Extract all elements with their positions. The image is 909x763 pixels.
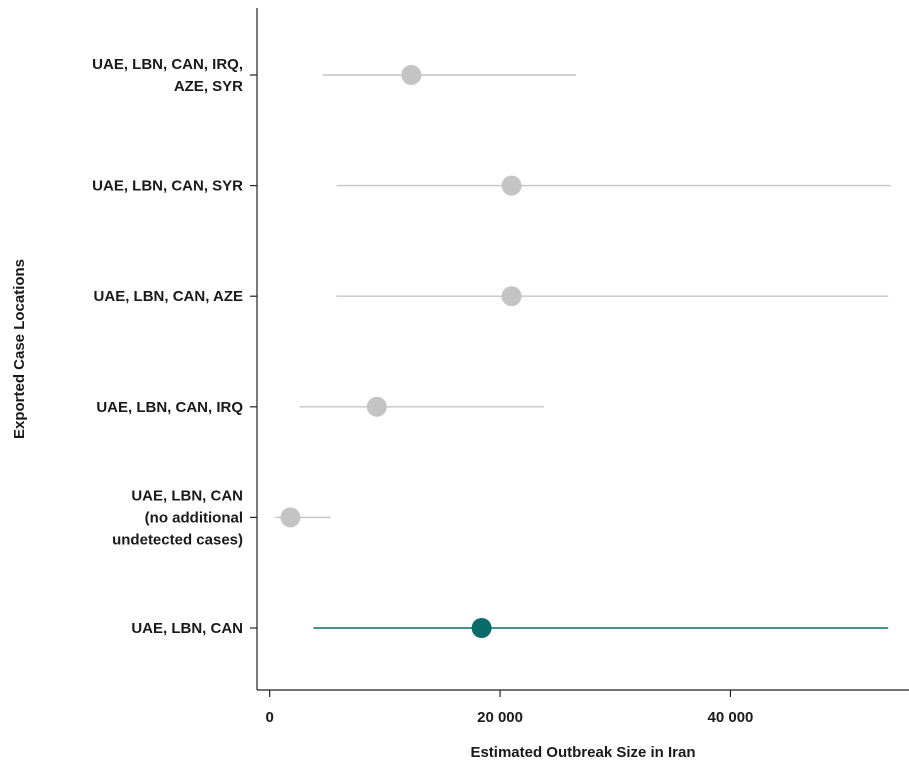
- point-estimate-highlight: [471, 618, 492, 638]
- point-estimate: [501, 175, 522, 196]
- point-estimate: [366, 396, 387, 417]
- y-axis: UAE, LBN, CAN, IRQ, AZE, SYR UAE, LBN, CAN…: [92, 8, 258, 690]
- category-label: UAE, LBN, CAN: [131, 620, 243, 637]
- category-label: undetected cases): [112, 531, 243, 548]
- x-tick-label: 20 000: [477, 709, 523, 726]
- category-label: UAE, LBN, CAN: [131, 487, 243, 504]
- x-tick-label: 0: [265, 709, 273, 726]
- x-tick-label: 40 000: [708, 709, 754, 726]
- point-estimate: [401, 65, 422, 85]
- category-label: UAE, LBN, CAN, IRQ,: [92, 56, 243, 73]
- x-axis: 0 20 000 40 000: [257, 689, 909, 726]
- category-label: UAE, LBN, CAN, SYR: [92, 178, 243, 195]
- category-label: UAE, LBN, CAN, AZE: [94, 288, 243, 305]
- x-axis-title: Estimated Outbreak Size in Iran: [470, 744, 695, 761]
- category-label: (no additional: [145, 509, 243, 526]
- y-axis-title: Exported Case Locations: [11, 259, 28, 439]
- point-estimate: [501, 286, 522, 307]
- category-label: UAE, LBN, CAN, IRQ: [96, 399, 243, 416]
- category-label: AZE, SYR: [174, 78, 243, 95]
- plot-area: [275, 65, 891, 638]
- point-estimate: [280, 507, 301, 528]
